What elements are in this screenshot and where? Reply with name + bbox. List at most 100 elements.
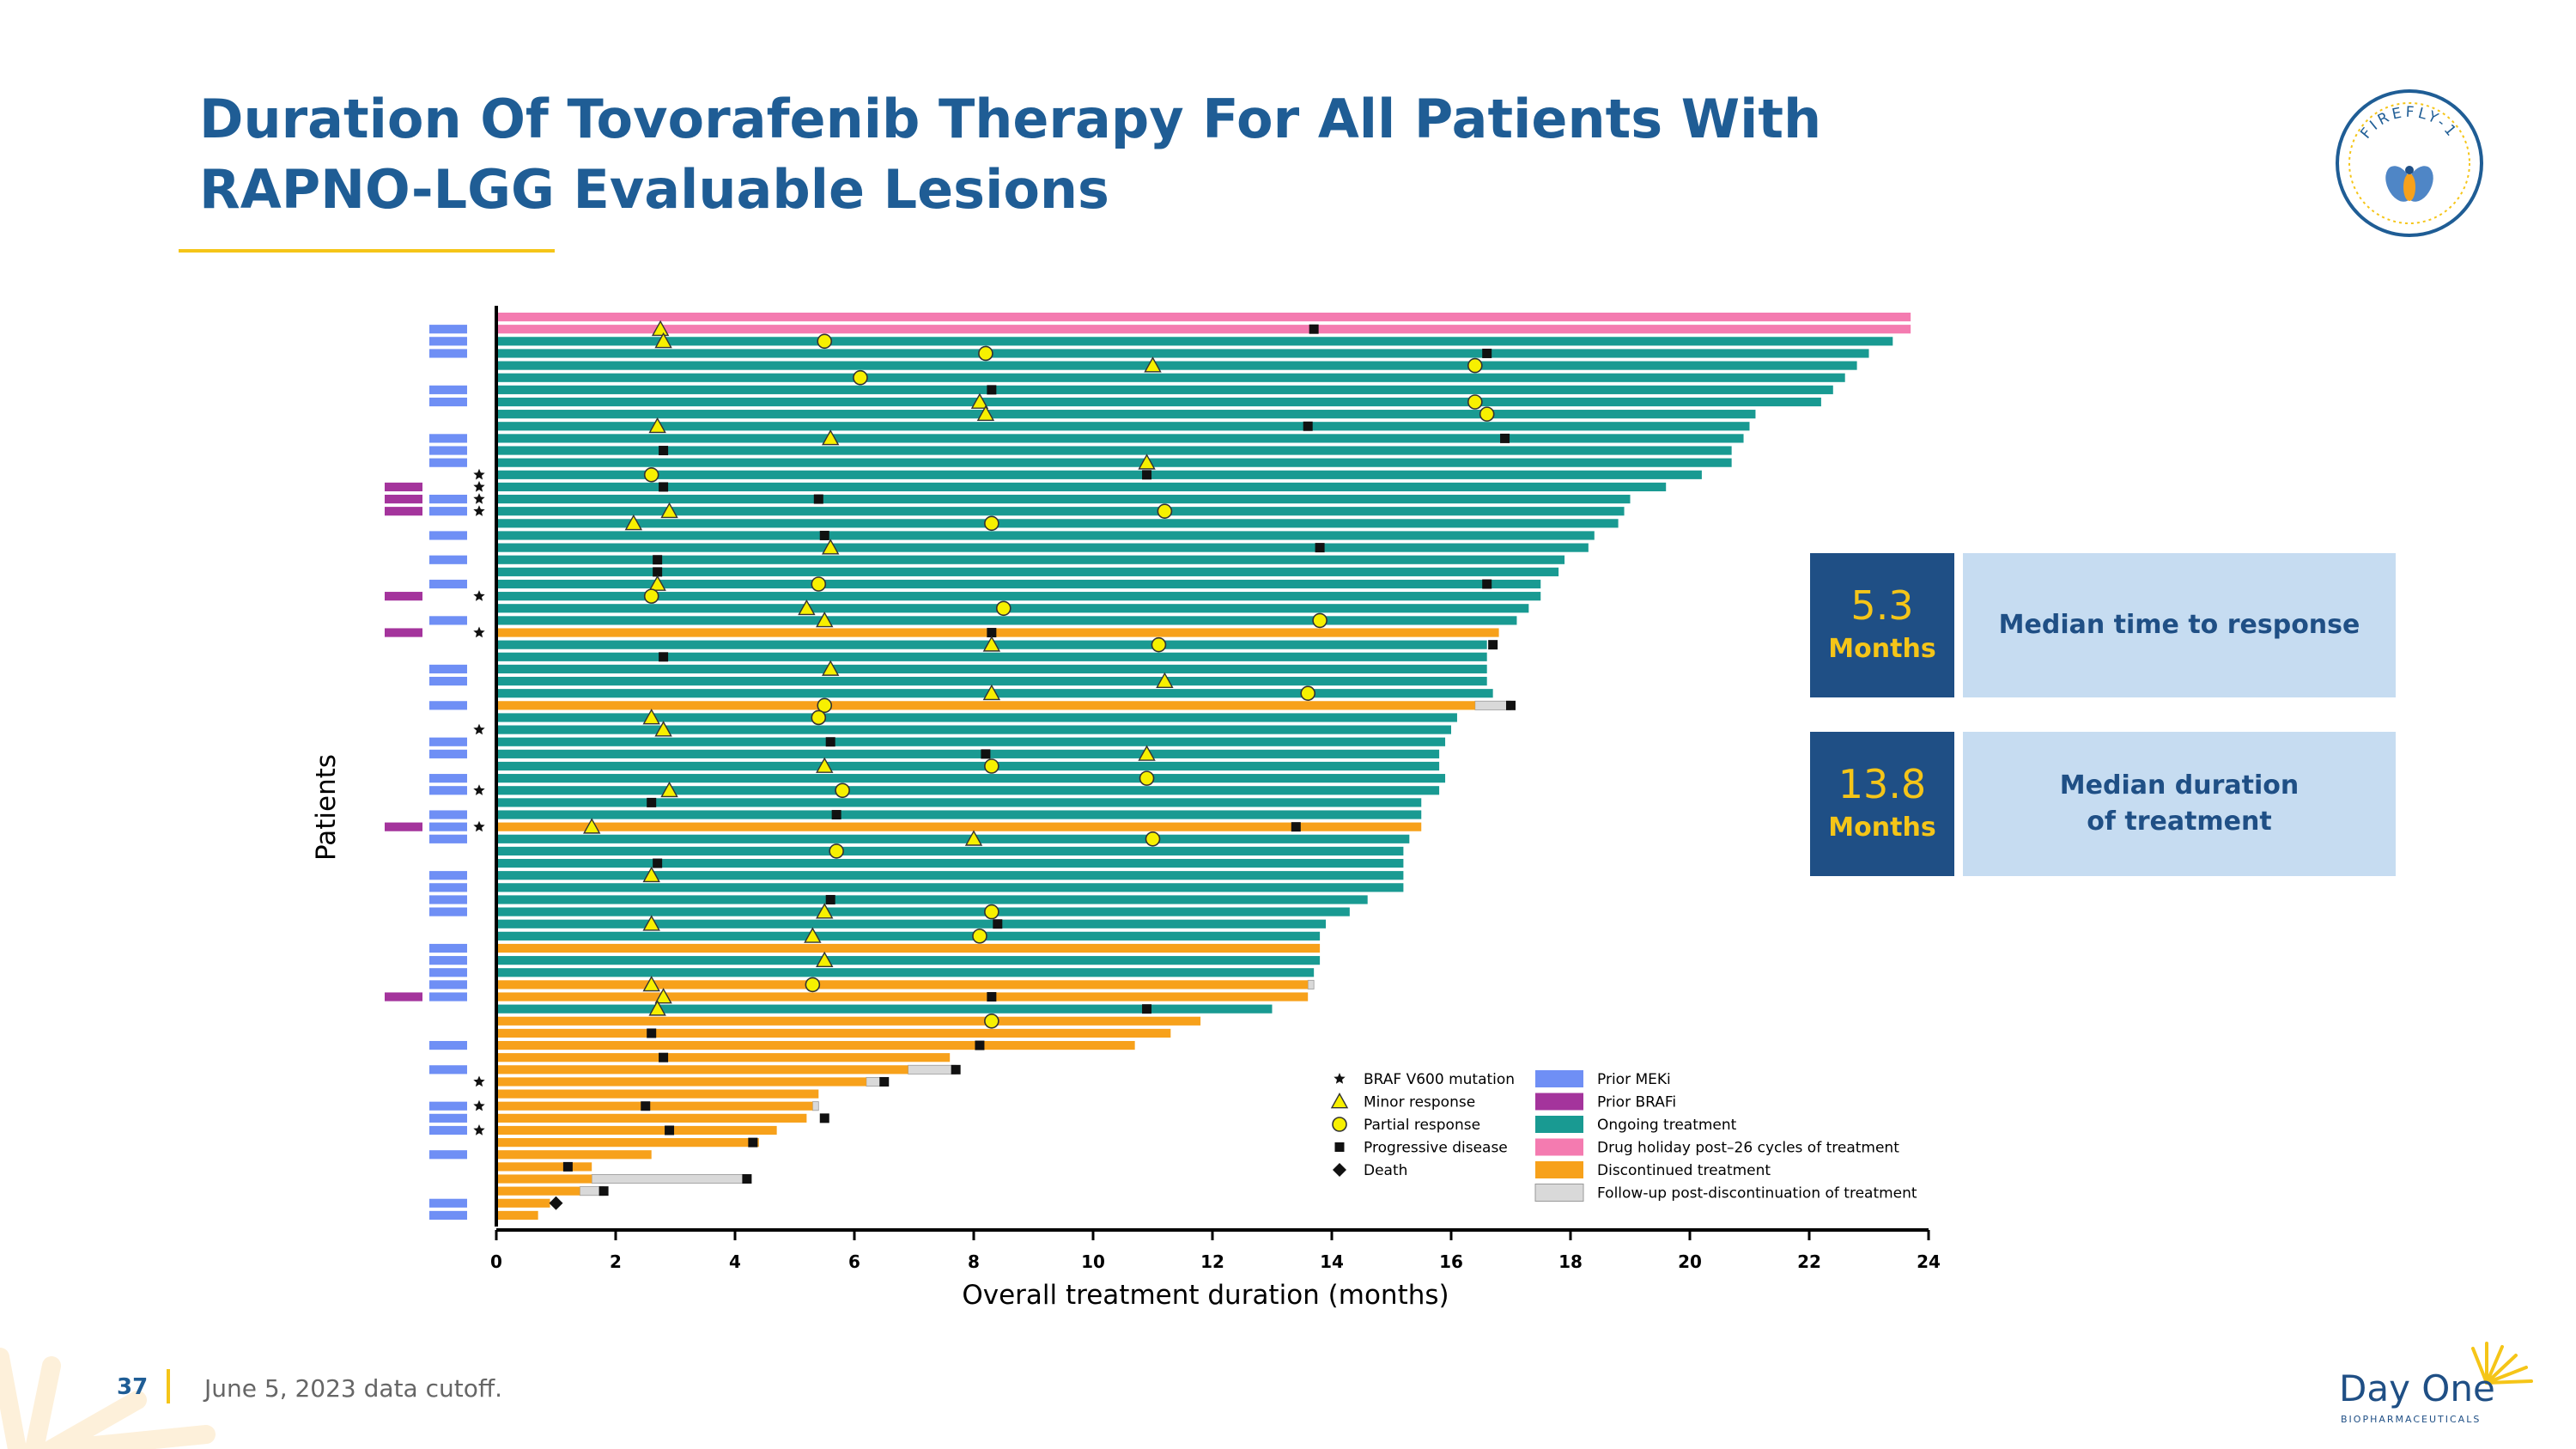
partial-response-mark (817, 333, 833, 350)
patient-bar (496, 1101, 813, 1111)
prior-meki-mark (429, 871, 467, 880)
partial-response-mark (643, 588, 659, 604)
followup-bar (811, 1101, 819, 1111)
patient-bar (496, 494, 1631, 504)
prior-meki-mark (429, 555, 467, 564)
prior-brafi-mark (385, 592, 422, 601)
progressive-disease-mark (1482, 579, 1492, 589)
progressive-disease-mark (825, 894, 835, 904)
x-axis: 0 2 4 6 8 10 12 14 16 18 20 22 24 (490, 306, 1941, 1272)
patient-bar (496, 337, 1893, 346)
progressive-disease-mark (819, 530, 829, 540)
progressive-disease-mark (1142, 470, 1152, 480)
death-mark (549, 1196, 563, 1210)
x-tick-label: 0 (490, 1251, 502, 1272)
partial-response-mark (643, 466, 659, 483)
partial-response-mark (995, 600, 1012, 617)
prior-meki-mark (429, 786, 467, 795)
x-tick-label: 16 (1439, 1251, 1463, 1272)
partial-response-mark (984, 515, 999, 532)
legend-label: Prior BRAFi (1597, 1094, 1676, 1111)
progressive-disease-mark (1488, 640, 1498, 650)
minor-response-mark (798, 599, 816, 616)
patient-bar (496, 1077, 866, 1087)
prior-meki-mark (429, 349, 467, 358)
braf-v600-star (473, 820, 485, 832)
patient-bar (496, 968, 1315, 977)
patient-bar (496, 543, 1589, 552)
partial-response-mark (1467, 394, 1483, 410)
prior-meki-mark (429, 337, 467, 346)
patient-bar (496, 458, 1732, 467)
prior-meki-mark (429, 737, 467, 746)
x-axis-label: Overall treatment duration (months) (962, 1280, 1449, 1311)
patient-bar (496, 725, 1451, 734)
legend-triangle-icon (1330, 1093, 1349, 1109)
braf-v600-star (473, 1099, 485, 1111)
patient-bar (496, 1210, 538, 1221)
partial-response-mark (984, 1014, 999, 1029)
progressive-disease-mark (987, 628, 997, 638)
patient-bar (496, 786, 1440, 795)
x-tick-label: 2 (610, 1251, 622, 1272)
minor-response-mark (822, 539, 840, 555)
patient-bar (496, 1004, 1273, 1014)
patient-bar (496, 871, 1404, 880)
patient-bar (496, 834, 1410, 843)
x-tick-label: 12 (1200, 1251, 1224, 1272)
minor-response-mark (654, 721, 672, 737)
patient-bar (496, 1028, 1171, 1038)
footnote: June 5, 2023 data cutoff. (204, 1374, 503, 1403)
prior-meki-mark (429, 822, 467, 831)
patient-bar (496, 385, 1833, 394)
progressive-disease-mark (653, 555, 663, 565)
stat-value-box: 13.8 Months (1810, 732, 1954, 876)
legend-swatch-discontinued (1535, 1161, 1583, 1178)
legend-diamond-icon (1333, 1163, 1346, 1177)
progressive-disease-mark (1500, 433, 1510, 443)
brand-subtitle: BIOPHARMACEUTICALS (2341, 1414, 2482, 1425)
followup-bar (1474, 700, 1511, 710)
minor-response-mark (822, 660, 840, 676)
stat-unit: Months (1828, 634, 1936, 664)
prior-brafi-mark (385, 992, 422, 1002)
patient-bar (496, 858, 1404, 868)
patient-bar (496, 1125, 777, 1135)
patient-bar (496, 1186, 580, 1196)
partial-response-mark (1312, 612, 1327, 629)
followup-bar (591, 1174, 748, 1184)
stat-label: Median time to response (1963, 553, 2396, 697)
x-tick-label: 18 (1558, 1251, 1583, 1272)
braf-v600-star (473, 1124, 485, 1135)
prior-meki-mark (429, 907, 467, 916)
patient-bar (496, 397, 1821, 407)
stat-value-box: 5.3 Months (1810, 553, 1954, 697)
x-tick-label: 14 (1320, 1251, 1344, 1272)
prior-meki-mark (429, 1125, 467, 1135)
slide-title: Duration Of Tovorafenib Therapy For All … (199, 84, 1917, 225)
prior-meki-mark (429, 616, 467, 625)
braf-v600-star (473, 723, 485, 735)
prior-meki-mark (429, 895, 467, 904)
x-tick-label: 4 (729, 1251, 741, 1272)
legend-square-icon (1334, 1142, 1345, 1152)
legend-label: Partial response (1364, 1117, 1480, 1134)
patient-bar (496, 1198, 550, 1208)
followup-bar (908, 1064, 957, 1075)
patient-bar (496, 1113, 807, 1123)
minor-response-mark (1156, 672, 1174, 688)
progressive-disease-mark (879, 1076, 890, 1087)
partial-response-mark (1157, 503, 1173, 520)
prior-brafi-mark (385, 507, 422, 516)
patient-bar (496, 822, 1422, 831)
minor-response-mark (654, 332, 672, 349)
partial-response-mark (829, 843, 844, 859)
minor-response-mark (660, 502, 678, 519)
patient-bar (496, 1053, 951, 1062)
markers-layer (473, 320, 1516, 1210)
minor-response-mark (642, 866, 660, 883)
progressive-disease-mark (819, 1113, 829, 1123)
braf-v600-star (473, 626, 485, 638)
title-underline (179, 249, 555, 253)
minor-response-mark (982, 684, 1001, 701)
